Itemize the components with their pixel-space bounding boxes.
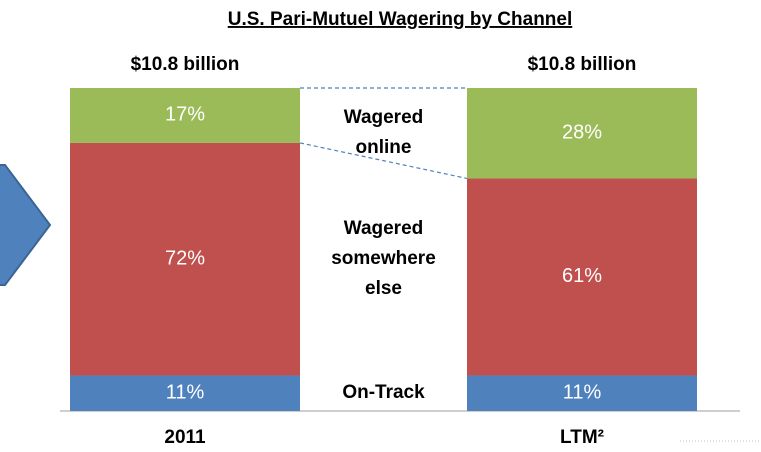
connector-line bbox=[299, 142, 468, 180]
arrow-shape bbox=[0, 164, 52, 286]
bar-segment bbox=[467, 178, 697, 376]
bar-segment bbox=[70, 142, 300, 376]
bar-segment bbox=[70, 88, 300, 143]
x-tick-label: LTM² bbox=[560, 427, 604, 448]
value-label: 72% bbox=[165, 247, 205, 269]
series-label: Wagered online bbox=[343, 107, 424, 159]
value-label: 61% bbox=[562, 265, 602, 287]
bar-segment bbox=[70, 375, 300, 411]
total-label: $10.8 billion bbox=[528, 54, 637, 75]
series-label: Wagered somewhere else bbox=[331, 218, 436, 300]
bar-segment bbox=[467, 375, 697, 411]
series-label: On-Track bbox=[342, 382, 425, 404]
value-label: 28% bbox=[562, 122, 602, 144]
bar-segment bbox=[467, 88, 697, 179]
value-label: 11% bbox=[166, 382, 205, 404]
x-tick-label: 2011 bbox=[164, 427, 206, 448]
value-label: 17% bbox=[165, 104, 205, 126]
total-label: $10.8 billion bbox=[131, 54, 240, 75]
value-label: 11% bbox=[563, 382, 602, 404]
chart-title: U.S. Pari-Mutuel Wagering by Channel bbox=[228, 9, 573, 30]
